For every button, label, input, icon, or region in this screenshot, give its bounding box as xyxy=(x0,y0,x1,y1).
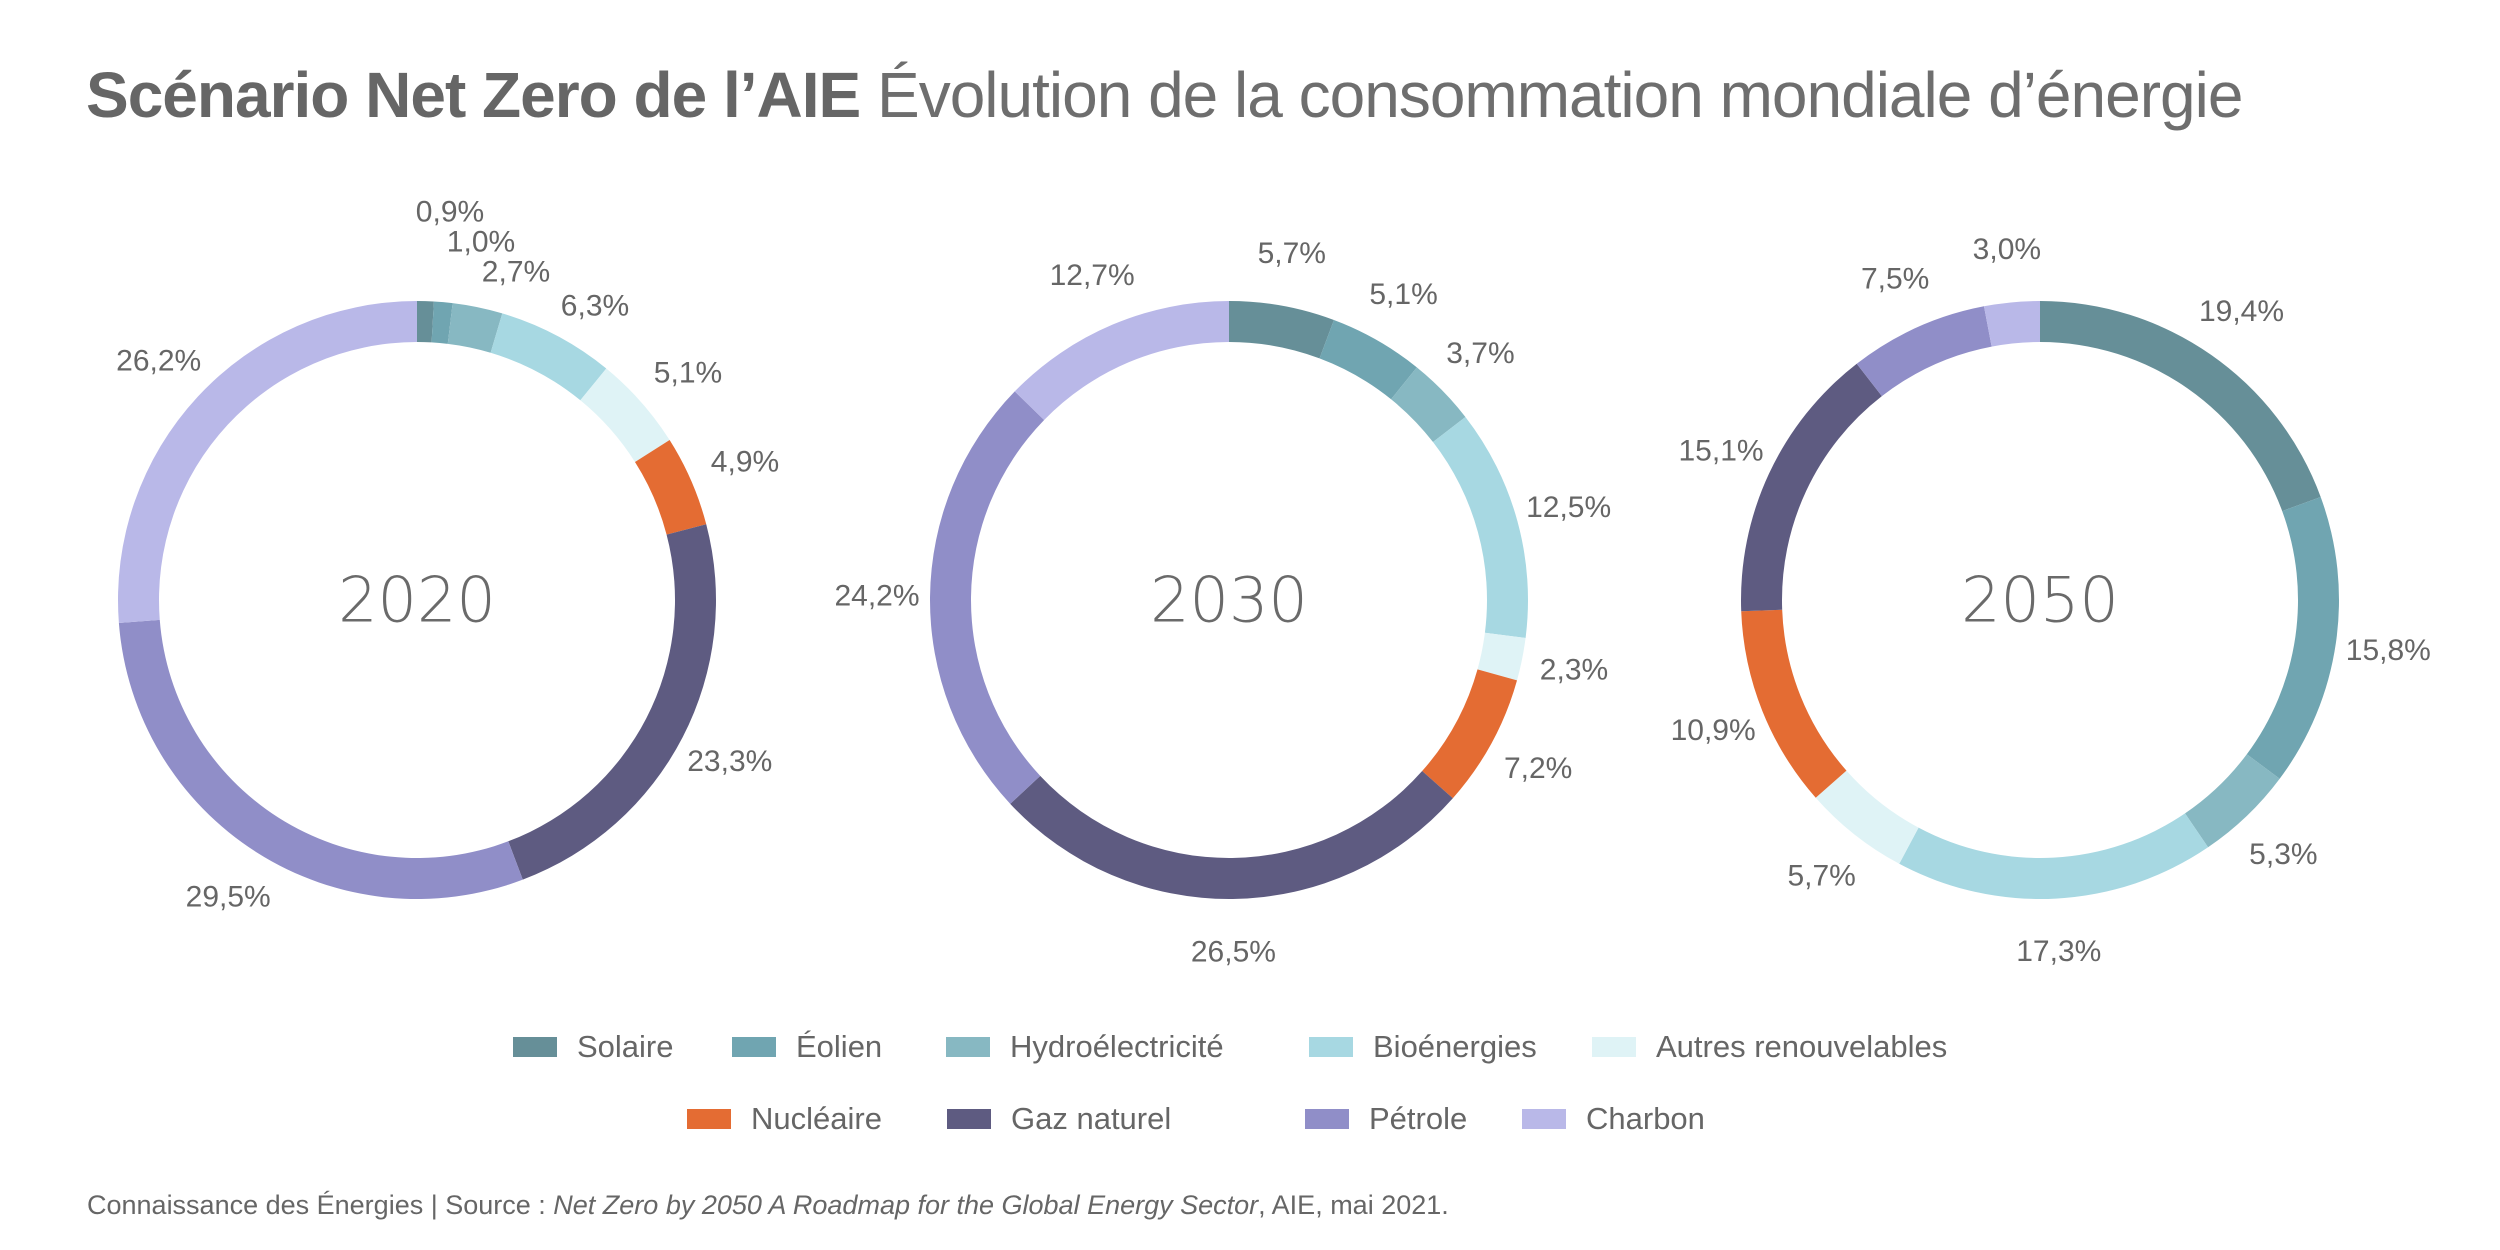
legend-label: Nucléaire xyxy=(751,1101,882,1136)
legend-item-solaire: Solaire xyxy=(513,1027,674,1067)
legend-item-autres-renouvelables: Autres renouvelables xyxy=(1592,1027,1947,1067)
data-label: 23,3% xyxy=(687,745,772,778)
legend-label: Hydroélectricité xyxy=(1010,1029,1224,1064)
footer-prefix: Connaissance des Énergies | Source : xyxy=(87,1190,554,1220)
data-label: 26,2% xyxy=(116,344,201,377)
legend-label: Éolien xyxy=(796,1029,883,1064)
slice-2020-gaz-naturel xyxy=(508,524,716,880)
data-label: 26,5% xyxy=(1191,935,1276,968)
legend-label: Autres renouvelables xyxy=(1656,1029,1948,1064)
legend-swatch xyxy=(1592,1037,1636,1057)
slice-2050-bioénergies xyxy=(1899,813,2209,900)
data-label: 0,9% xyxy=(416,196,484,229)
slice-2030-pétrole xyxy=(930,391,1045,804)
legend-swatch xyxy=(687,1109,731,1129)
slice-2020-bioénergies xyxy=(490,313,607,401)
legend-label: Charbon xyxy=(1586,1101,1705,1136)
data-label: 1,0% xyxy=(447,226,515,259)
slice-2050-pétrole xyxy=(1856,306,1992,397)
slice-2030-charbon xyxy=(1014,301,1229,421)
legend-label: Solaire xyxy=(577,1029,674,1064)
data-label: 3,7% xyxy=(1446,337,1514,370)
data-label: 17,3% xyxy=(2016,935,2101,968)
data-label: 5,3% xyxy=(2249,838,2317,871)
legend-label: Pétrole xyxy=(1369,1101,1468,1136)
legend-swatch xyxy=(1305,1109,1349,1129)
data-label: 2,7% xyxy=(482,256,550,289)
legend-swatch xyxy=(946,1037,990,1057)
data-label: 5,1% xyxy=(654,357,722,390)
data-label: 2,3% xyxy=(1540,653,1608,686)
slice-2050-autres-renouvelables xyxy=(1815,770,1919,864)
legend-item-éolien: Éolien xyxy=(732,1027,882,1067)
legend-label: Gaz naturel xyxy=(1011,1101,1172,1136)
footer-suffix: , AIE, mai 2021. xyxy=(1258,1190,1449,1220)
data-label: 6,3% xyxy=(561,290,629,323)
data-label: 3,0% xyxy=(1973,233,2041,266)
data-label: 7,5% xyxy=(1861,263,1929,296)
legend-swatch xyxy=(947,1109,991,1129)
legend-swatch xyxy=(732,1037,776,1057)
legend-item-gaz-naturel: Gaz naturel xyxy=(947,1099,1171,1139)
donut-2020: 0,9%1,0%2,7% 6,3% 5,1% 4,9% 23,3% 29,5% 26,2% 2… xyxy=(116,196,779,914)
data-label: 12,5% xyxy=(1526,491,1611,524)
footer-source-title: Net Zero by 2050 A Roadmap for the Globa… xyxy=(553,1190,1259,1220)
slice-2030-éolien xyxy=(1319,320,1417,400)
data-label: 5,7% xyxy=(1258,237,1326,270)
slice-2050-solaire xyxy=(2040,301,2321,512)
data-label: 15,8% xyxy=(2346,634,2431,667)
slice-2020-charbon xyxy=(118,301,418,624)
data-label: 19,4% xyxy=(2199,295,2284,328)
data-label: 12,7% xyxy=(1050,259,1135,292)
data-label: 29,5% xyxy=(186,881,271,914)
slice-2030-solaire xyxy=(1229,301,1334,359)
legend-swatch xyxy=(513,1037,557,1057)
legend-item-pétrole: Pétrole xyxy=(1305,1099,1467,1139)
slice-2030-hydroélectricité xyxy=(1391,367,1466,443)
slice-2020-nucléaire xyxy=(634,440,707,535)
slice-2030-bioénergies xyxy=(1433,416,1528,638)
donut-year-label: 2030 xyxy=(1150,564,1308,637)
data-label: 5,7% xyxy=(1787,860,1855,893)
legend-item-nucléaire: Nucléaire xyxy=(687,1099,882,1139)
slice-2050-nucléaire xyxy=(1741,609,1847,798)
donut-2050: 19,4% 15,8% 5,3% 17,3% 5,7% 10,9% 15,1% 7,5% 3,0… xyxy=(1671,233,2431,968)
slice-2020-solaire xyxy=(417,301,434,343)
slice-2050-éolien xyxy=(2246,496,2339,779)
slice-2030-nucléaire xyxy=(1422,669,1518,799)
data-label: 15,1% xyxy=(1678,435,1763,468)
donut-year-label: 2020 xyxy=(338,564,496,637)
legend-label: Bioénergies xyxy=(1373,1029,1537,1064)
legend-item-charbon: Charbon xyxy=(1522,1099,1705,1139)
donut-2030: 5,7% 5,1% 3,7% 12,5% 2,3% 7,2% 26,5% 24,2% 12,7%… xyxy=(834,237,1611,968)
slice-2030-autres-renouvelables xyxy=(1477,632,1526,681)
slice-2050-charbon xyxy=(1983,301,2040,347)
data-label: 24,2% xyxy=(834,580,919,613)
chart-title-subtitle: Évolution de la consommation mondiale d’… xyxy=(877,59,2243,131)
chart-title-bold: Scénario Net Zero de l’AIE xyxy=(86,59,861,131)
data-label: 10,9% xyxy=(1671,714,1756,747)
data-label: 7,2% xyxy=(1504,752,1572,785)
slice-2050-gaz-naturel xyxy=(1741,363,1882,612)
slice-2030-gaz-naturel xyxy=(1010,771,1453,899)
slice-2020-éolien xyxy=(431,301,453,344)
chart-title: Scénario Net Zero de l’AIE Évolution de … xyxy=(86,55,2243,135)
legend-item-bioénergies: Bioénergies xyxy=(1309,1027,1537,1067)
legend-swatch xyxy=(1522,1109,1566,1129)
slice-2020-autres-renouvelables xyxy=(580,368,670,462)
slice-2020-hydroélectricité xyxy=(447,303,503,353)
slice-2050-hydroélectricité xyxy=(2185,754,2280,848)
source-footer: Connaissance des Énergies | Source : Net… xyxy=(87,1190,1449,1221)
donut-year-label: 2050 xyxy=(1961,564,2119,637)
legend-swatch xyxy=(1309,1037,1353,1057)
legend-item-hydroélectricité: Hydroélectricité xyxy=(946,1027,1224,1067)
data-label: 5,1% xyxy=(1369,278,1437,311)
slice-2020-pétrole xyxy=(118,619,523,899)
data-label: 4,9% xyxy=(711,446,779,479)
